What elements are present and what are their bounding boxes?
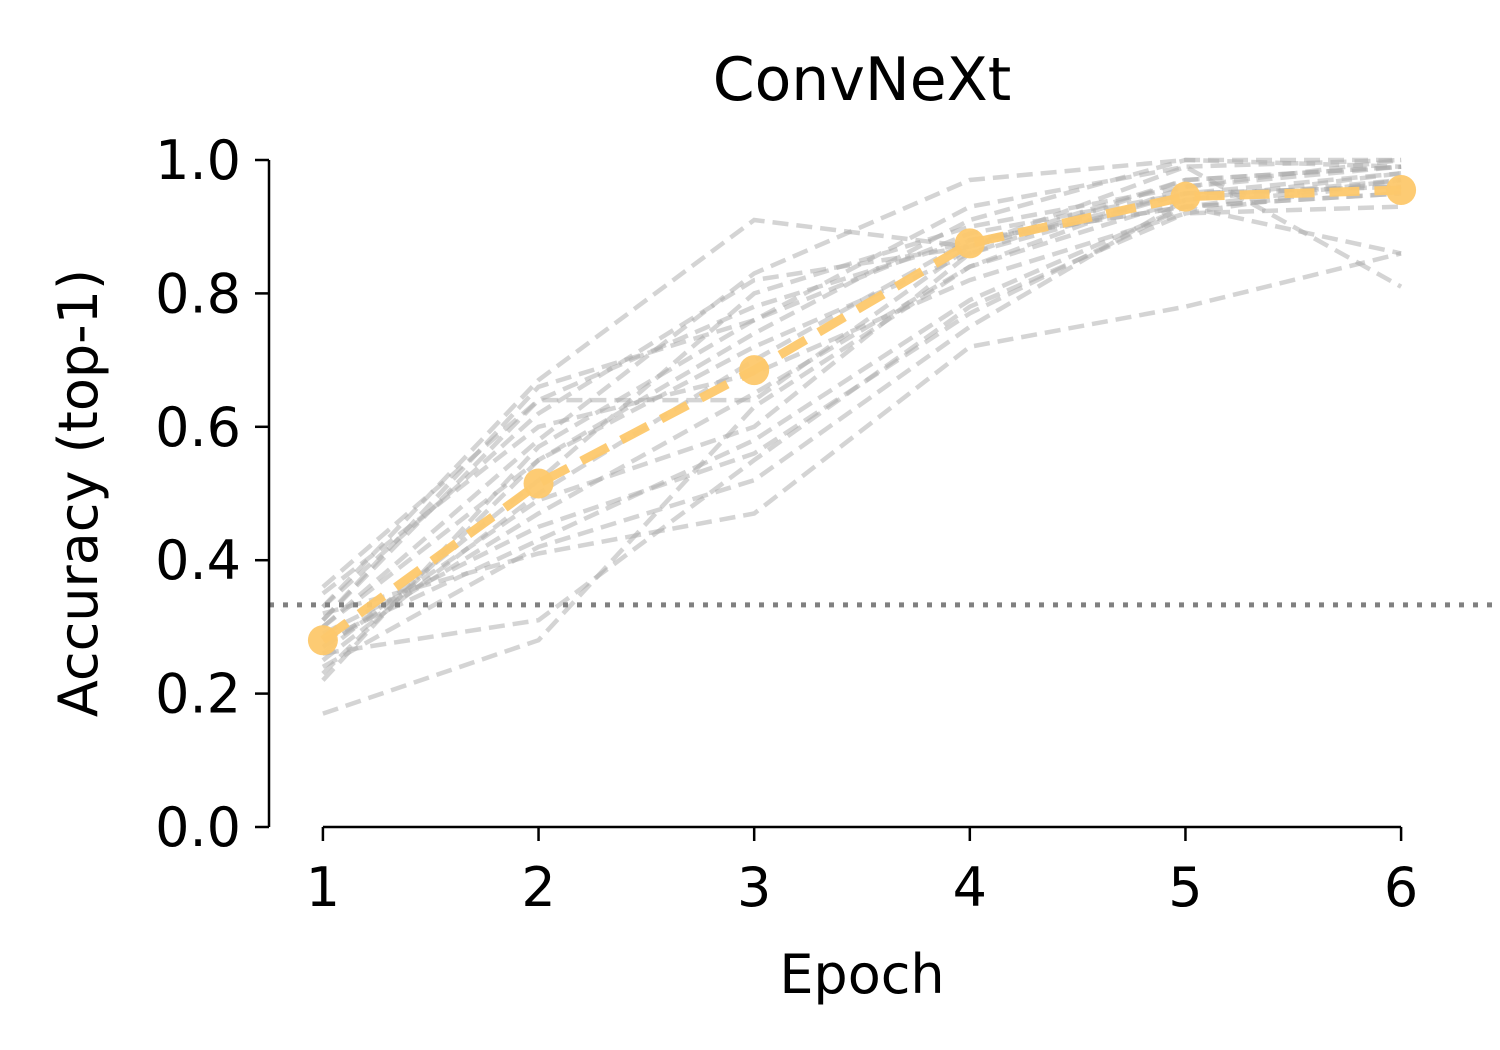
chart-title: ConvNeXt: [713, 45, 1012, 115]
run-line-6: [321, 171, 1402, 649]
run-line-11: [321, 204, 1402, 596]
run-line-17: [321, 157, 1402, 629]
run-line-1: [321, 204, 1402, 589]
mean-point-1: [307, 625, 338, 656]
mean-point-3: [739, 355, 770, 386]
y-tick-label-1: 0.2: [155, 663, 241, 726]
mean-line: [320, 185, 1402, 644]
y-tick-label-0: 0.0: [155, 796, 241, 859]
run-line-10: [321, 157, 1402, 682]
x-tick-label-5: 6: [1384, 856, 1418, 919]
run-line-15: [322, 164, 1402, 716]
run-line-20: [321, 171, 1402, 622]
individual-runs: [321, 157, 1403, 716]
run-line-14: [322, 251, 1402, 616]
axes: 0.0 0.2 0.4 0.6 0.8 1.0 1 2 3 4 5 6: [155, 129, 1418, 919]
y-tick-label-3: 0.6: [155, 396, 241, 459]
x-tick-label-4: 5: [1168, 856, 1202, 919]
run-line-16: [322, 177, 1402, 656]
mean-point-4: [954, 228, 985, 259]
run-line-18: [321, 164, 1402, 609]
mean-point-6: [1386, 175, 1417, 206]
x-tick-label-0: 1: [306, 856, 340, 919]
y-tick-label-5: 1.0: [155, 129, 241, 192]
run-line-5: [321, 164, 1402, 676]
run-line-7: [321, 177, 1402, 643]
mean-series: [307, 175, 1417, 656]
run-line-12: [321, 191, 1402, 636]
mean-point-2: [523, 468, 554, 499]
x-axis-label: Epoch: [779, 943, 944, 1006]
y-tick-label-2: 0.4: [155, 529, 241, 592]
y-axis-label: Accuracy (top-1): [47, 269, 110, 717]
y-tick-label-4: 0.8: [155, 262, 241, 325]
run-line-19: [321, 184, 1402, 649]
x-tick-label-2: 3: [737, 856, 771, 919]
x-tick-label-3: 4: [953, 856, 987, 919]
run-line-2: [321, 164, 1403, 609]
run-line-13: [321, 177, 1402, 669]
run-line-4: [321, 191, 1402, 663]
run-line-9: [321, 157, 1402, 656]
x-tick-label-1: 2: [521, 856, 555, 919]
run-line-3: [321, 157, 1402, 629]
mean-point-5: [1170, 181, 1201, 212]
